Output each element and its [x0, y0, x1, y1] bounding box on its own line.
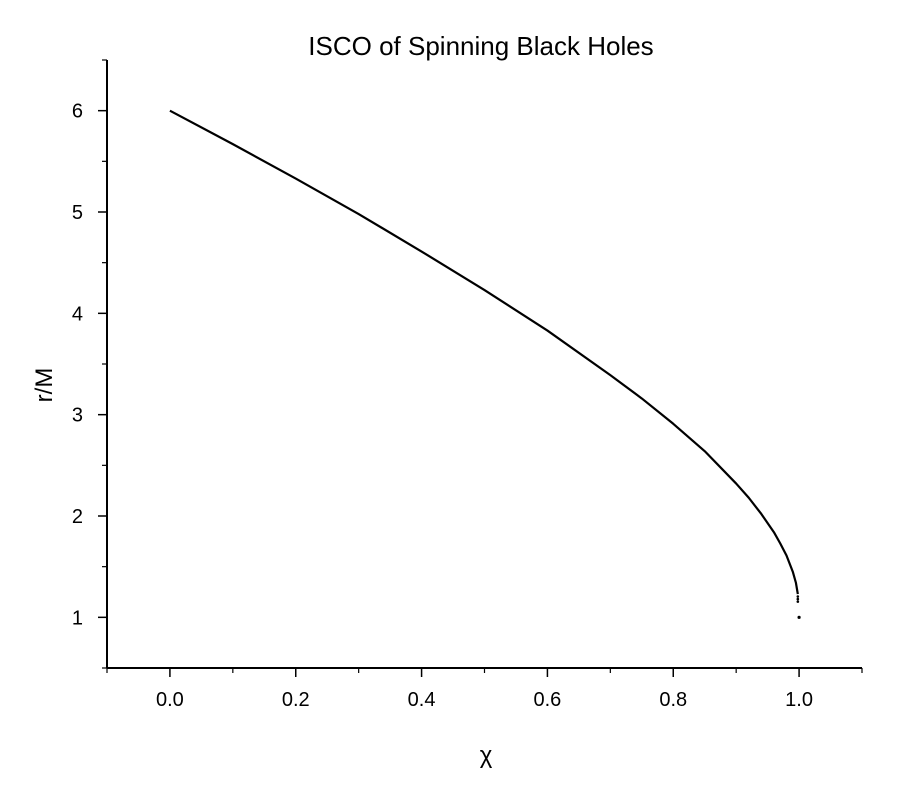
x-tick-label: 1.0: [785, 689, 813, 711]
y-tick-label: 5: [72, 202, 83, 224]
isco-curve: [169, 109, 799, 595]
chart-title: ISCO of Spinning Black Holes: [308, 31, 653, 61]
y-axis-label: r/M: [31, 368, 58, 403]
x-tick-label: 0.4: [408, 689, 436, 711]
x-tick-label: 0.2: [282, 689, 310, 711]
series: [169, 109, 801, 619]
y-tick-label: 6: [72, 101, 83, 123]
ticks: 0.0 0.2 0.4 0.6 0.8 1.0 1 2 3 4 5 6: [72, 59, 863, 711]
x-tick-label: 0.6: [534, 689, 562, 711]
tail-point: [796, 600, 800, 603]
axes: [106, 60, 862, 669]
x-tick-label: 0.8: [659, 689, 687, 711]
tail-point: [796, 595, 800, 598]
extremal-point: [797, 615, 801, 619]
y-tick-label: 2: [72, 506, 83, 528]
x-axis-label: χ: [480, 742, 493, 769]
tail-point: [796, 597, 800, 601]
y-tick-label: 3: [72, 405, 83, 427]
y-tick-label: 1: [72, 607, 83, 629]
y-tick-label: 4: [72, 303, 83, 325]
x-tick-label: 0.0: [156, 689, 184, 711]
